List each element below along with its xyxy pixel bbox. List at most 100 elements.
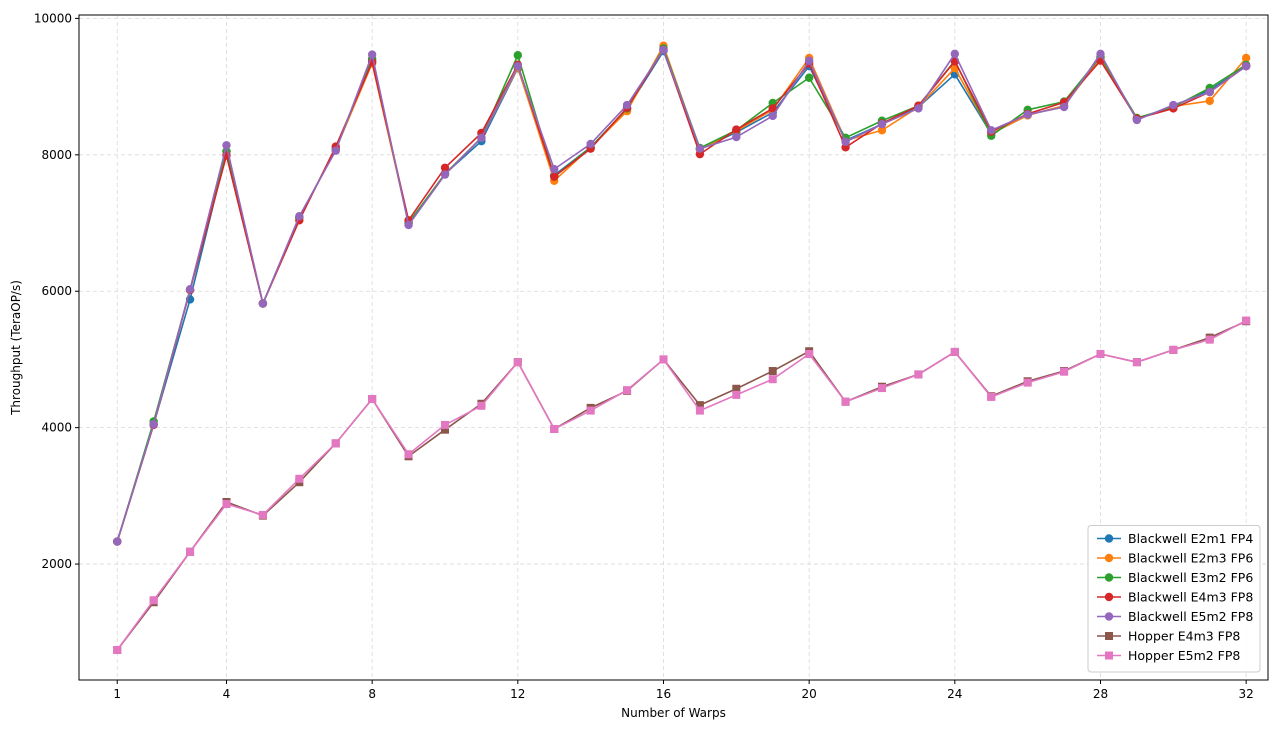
data-point [804, 73, 814, 82]
y-tick-label: 4000 [41, 421, 72, 435]
data-point [1059, 102, 1069, 112]
legend-label: Blackwell E4m3 FP8 [1128, 590, 1253, 605]
data-point [622, 100, 632, 110]
x-tick-label: 16 [656, 687, 671, 701]
data-point [732, 132, 741, 142]
data-point [513, 358, 522, 367]
data-point [732, 390, 741, 399]
data-point [1241, 53, 1251, 63]
series-line [116, 48, 1247, 542]
data-point [149, 420, 158, 429]
legend-item: Blackwell E3m2 FP6 [1097, 570, 1253, 585]
data-point [659, 45, 668, 54]
data-point [440, 163, 450, 172]
data-point [1205, 96, 1214, 106]
data-point [185, 284, 195, 294]
data-point [841, 397, 850, 406]
series-line [116, 319, 1247, 651]
series-hopper-e5m2-fp8 [113, 316, 1251, 654]
data-point [222, 500, 231, 509]
data-point [659, 355, 668, 364]
legend-item: Blackwell E2m3 FP6 [1097, 551, 1253, 566]
data-point [950, 347, 959, 356]
data-point [477, 133, 486, 142]
data-point [258, 510, 267, 519]
data-point [186, 547, 195, 556]
data-point [513, 61, 523, 71]
y-tick-label: 10000 [34, 11, 72, 25]
data-point [805, 349, 814, 358]
legend-item: Blackwell E5m2 FP8 [1097, 609, 1253, 624]
legend-item: Hopper E4m3 FP8 [1097, 629, 1240, 644]
legend-label: Hopper E5m2 FP8 [1128, 648, 1240, 663]
data-point [149, 596, 158, 605]
data-point [914, 104, 923, 113]
data-point [841, 137, 850, 147]
data-point [1241, 61, 1251, 71]
data-point [695, 144, 705, 153]
legend-label: Hopper E4m3 FP8 [1128, 629, 1240, 644]
data-point [477, 401, 486, 410]
legend-marker [1104, 573, 1114, 582]
legend-marker [1105, 651, 1113, 660]
x-tick-label: 12 [510, 687, 525, 701]
series-line [116, 48, 1247, 542]
data-point [295, 212, 304, 221]
data-point [331, 146, 340, 155]
y-tick-label: 2000 [41, 557, 72, 571]
data-point [768, 367, 777, 376]
data-point [732, 384, 741, 393]
series-blackwell-e5m2-fp8 [113, 45, 1251, 546]
plot-frame [78, 14, 1269, 681]
x-tick-label: 4 [223, 687, 231, 701]
data-point [295, 474, 304, 483]
x-tick-label: 28 [1093, 687, 1108, 701]
data-point [367, 50, 377, 59]
data-point [1205, 335, 1214, 344]
data-point [404, 450, 413, 459]
data-point [804, 56, 814, 65]
data-point [258, 299, 268, 308]
legend-label: Blackwell E5m2 FP8 [1128, 609, 1253, 624]
legend-label: Blackwell E2m1 FP4 [1128, 531, 1253, 546]
data-point [586, 406, 595, 415]
data-point [1205, 87, 1214, 97]
data-point [368, 394, 377, 403]
legend-label: Blackwell E2m3 FP6 [1128, 551, 1253, 566]
y-tick-label: 8000 [41, 148, 72, 162]
axis-ticks: 1 4 8 12 16 20 24 28 32 2000 4000 6000 8000 10000 [34, 11, 1254, 701]
data-point [440, 425, 449, 434]
data-point [113, 645, 122, 654]
data-point [768, 104, 777, 113]
x-tick-label: 1 [113, 687, 121, 701]
data-point [877, 119, 887, 129]
data-point [732, 125, 741, 134]
data-point [768, 111, 777, 121]
data-point [987, 126, 996, 135]
x-tick-label: 32 [1239, 687, 1254, 701]
data-point [440, 420, 449, 429]
data-point [1169, 345, 1178, 354]
data-point [1023, 110, 1032, 119]
legend-item: Blackwell E2m1 FP4 [1097, 531, 1253, 546]
data-point [1096, 349, 1105, 358]
x-tick-label: 8 [368, 687, 376, 701]
legend: Blackwell E2m1 FP4 Blackwell E2m3 FP6 Blac… [1087, 525, 1261, 673]
data-point [550, 425, 559, 434]
data-point [877, 384, 886, 393]
data-point [550, 164, 559, 174]
data-point [1023, 378, 1032, 387]
data-point [404, 220, 413, 230]
legend-box [1087, 525, 1261, 673]
legend-item: Hopper E5m2 FP8 [1097, 648, 1240, 663]
data-point [1060, 367, 1069, 376]
data-point [1132, 115, 1142, 125]
legend-marker [1104, 553, 1114, 563]
data-point [950, 49, 960, 59]
x-tick-label: 20 [802, 687, 817, 701]
data-point [695, 401, 704, 410]
grid-lines [79, 15, 1268, 680]
y-axis-label: Throughput (TeraOP/s) [9, 280, 23, 416]
